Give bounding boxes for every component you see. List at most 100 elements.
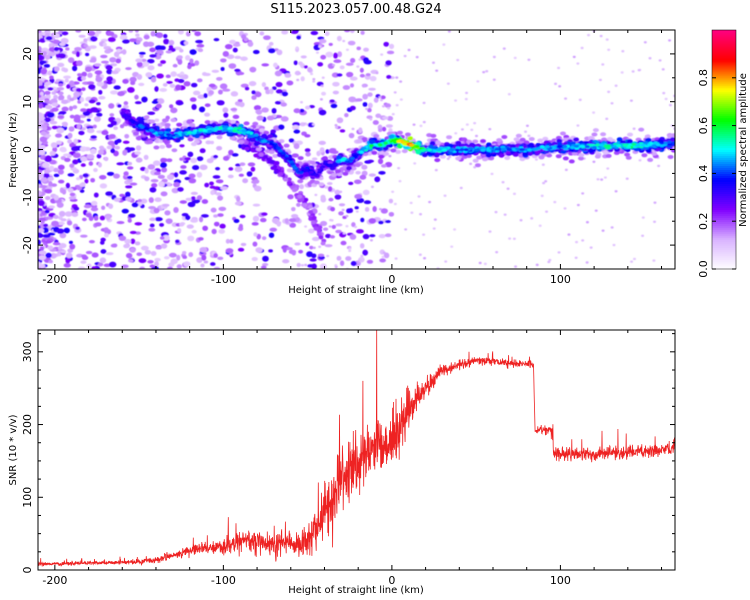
heatmap-cell xyxy=(127,218,132,223)
heatmap-cell xyxy=(349,76,358,81)
heatmap-cell xyxy=(478,261,482,265)
heatmap-cell xyxy=(515,147,521,151)
heatmap-cell xyxy=(229,136,236,141)
heatmap-cell xyxy=(85,212,92,218)
heatmap-cell xyxy=(79,97,85,103)
heatmap-cell xyxy=(351,222,356,228)
heatmap-cell xyxy=(86,81,95,86)
heatmap-cell xyxy=(403,54,407,58)
heatmap-cell xyxy=(248,81,257,87)
heatmap-cell xyxy=(407,48,411,52)
heatmap-cell xyxy=(539,145,545,149)
heatmap-cell xyxy=(44,90,51,95)
heatmap-cell xyxy=(90,107,99,113)
heatmap-cell xyxy=(47,70,52,76)
heatmap-cell xyxy=(614,84,618,87)
colorbar-swatch xyxy=(712,175,736,178)
colorbar: 0.00.20.40.60.8 Normalized spectral ampl… xyxy=(697,29,749,278)
heatmap-cell xyxy=(304,225,308,228)
heatmap-cell xyxy=(206,158,214,164)
heatmap-cell xyxy=(161,118,169,123)
heatmap-cell xyxy=(187,64,192,70)
heatmap-cell xyxy=(105,215,111,221)
heatmap-cell xyxy=(53,214,59,219)
heatmap-cell xyxy=(262,139,268,143)
colorbar-frame xyxy=(711,29,737,270)
heatmap-cell xyxy=(218,89,223,95)
heatmap-cell xyxy=(195,39,204,44)
heatmap-cell xyxy=(106,76,114,82)
heatmap-cell xyxy=(542,136,549,141)
heatmap-cell xyxy=(190,218,199,223)
heatmap-cell xyxy=(331,172,338,177)
heatmap-cell xyxy=(113,51,120,58)
heatmap-cell xyxy=(504,155,511,160)
heatmap-cell xyxy=(641,153,648,158)
colorbar-swatch xyxy=(712,195,736,198)
heatmap-cell xyxy=(96,81,104,87)
heatmap-cell xyxy=(56,140,62,145)
heatmap-cell xyxy=(637,68,641,72)
heatmap-cell xyxy=(170,258,178,265)
heatmap-cell xyxy=(156,45,165,50)
heatmap-cell xyxy=(72,65,78,72)
heatmap-cell xyxy=(640,143,646,147)
heatmap-cell xyxy=(320,84,324,88)
heatmap-cell xyxy=(334,264,338,267)
heatmap-cell xyxy=(182,251,187,255)
heatmap-cell xyxy=(433,218,437,221)
spectrogram-cells xyxy=(38,30,675,269)
colorbar-swatch xyxy=(712,153,736,157)
heatmap-cell xyxy=(633,147,640,152)
heatmap-cell xyxy=(492,78,496,81)
heatmap-cell xyxy=(374,176,381,183)
heatmap-cell xyxy=(159,88,168,92)
heatmap-cell xyxy=(222,107,229,113)
heatmap-cell xyxy=(368,87,376,91)
heatmap-cell xyxy=(58,110,67,115)
heatmap-cell xyxy=(318,245,322,248)
heatmap-cell xyxy=(71,212,79,217)
heatmap-cell xyxy=(94,222,102,227)
heatmap-cell xyxy=(266,115,275,121)
colorbar-swatch xyxy=(712,73,736,77)
heatmap-cell xyxy=(431,61,435,64)
colorbar-swatch xyxy=(712,41,736,45)
heatmap-cell xyxy=(59,146,67,152)
heatmap-cell xyxy=(359,73,365,78)
heatmap-cell xyxy=(606,167,610,170)
heatmap-cell xyxy=(308,105,315,109)
heatmap-cell xyxy=(395,76,399,79)
heatmap-cell xyxy=(223,155,230,161)
colorbar-swatch xyxy=(712,213,736,216)
heatmap-cell xyxy=(233,126,239,130)
heatmap-cell xyxy=(201,199,209,204)
heatmap-cell xyxy=(199,164,208,171)
heatmap-cell xyxy=(144,176,150,182)
heatmap-cell xyxy=(58,243,67,249)
heatmap-cell xyxy=(514,265,518,268)
colorbar-swatch xyxy=(712,77,736,81)
heatmap-cell xyxy=(459,186,463,190)
colorbar-swatch xyxy=(712,75,736,79)
heatmap-cell xyxy=(109,57,117,63)
heatmap-cell xyxy=(237,247,245,252)
heatmap-cell xyxy=(378,96,382,99)
heatmap-cell xyxy=(154,197,162,203)
heatmap-cell xyxy=(157,63,163,67)
heatmap-cell xyxy=(153,207,160,214)
heatmap-cell xyxy=(273,62,278,68)
heatmap-cell xyxy=(48,52,56,57)
heatmap-cell xyxy=(247,41,254,47)
heatmap-cell xyxy=(103,227,109,232)
heatmap-cell xyxy=(600,178,604,181)
heatmap-cell xyxy=(122,140,130,144)
heatmap-cell xyxy=(286,80,294,86)
heatmap-cell xyxy=(368,144,374,148)
heatmap-cell xyxy=(63,75,72,79)
heatmap-cell xyxy=(630,260,634,263)
heatmap-cell xyxy=(43,223,49,228)
heatmap-cell xyxy=(61,106,69,112)
heatmap-cell xyxy=(113,126,118,130)
heatmap-cell xyxy=(88,161,94,166)
